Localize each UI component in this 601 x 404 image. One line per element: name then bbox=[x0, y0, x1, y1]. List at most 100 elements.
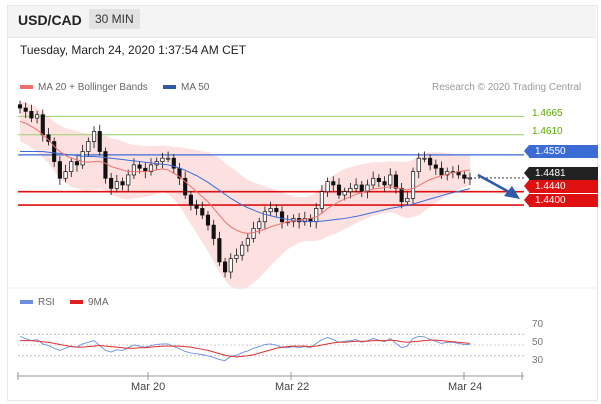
candle-body bbox=[109, 177, 114, 189]
x-label-mar24: Mar 24 bbox=[448, 381, 483, 393]
legend-rsi-label: RSI bbox=[38, 297, 55, 308]
candle bbox=[57, 156, 62, 185]
candle-body bbox=[365, 184, 370, 193]
legend-ma50: MA 50 bbox=[163, 82, 209, 93]
candle-body bbox=[433, 164, 438, 169]
candle-body bbox=[422, 157, 427, 160]
candle bbox=[114, 174, 119, 193]
legend-ma20: MA 20 + Bollinger Bands bbox=[20, 82, 148, 93]
x-axis bbox=[8, 287, 596, 380]
candle bbox=[91, 126, 97, 149]
candle bbox=[120, 177, 125, 191]
rsi-ma9-line bbox=[20, 339, 471, 358]
candle-body bbox=[211, 224, 216, 239]
candle bbox=[17, 100, 23, 114]
candle-body bbox=[200, 208, 205, 216]
candle-body bbox=[114, 181, 119, 189]
candle-body bbox=[405, 198, 410, 203]
rsi-level-70: 70 bbox=[532, 319, 544, 330]
candle-body bbox=[393, 174, 399, 189]
candle-body bbox=[69, 161, 74, 172]
timeframe-badge[interactable]: 30 MIN bbox=[89, 9, 140, 29]
candle bbox=[467, 172, 473, 185]
candle-body bbox=[171, 157, 176, 169]
candle bbox=[234, 248, 239, 263]
candle bbox=[103, 147, 108, 184]
candle-body bbox=[268, 208, 273, 213]
candle-body bbox=[410, 171, 416, 199]
candle bbox=[23, 102, 28, 119]
candle bbox=[279, 206, 285, 229]
candle bbox=[97, 124, 102, 156]
candle-body bbox=[382, 181, 387, 186]
candle-body bbox=[120, 181, 125, 186]
candle-body bbox=[228, 258, 233, 273]
level-label-r1: 1.4610 bbox=[532, 126, 563, 137]
moving-averages bbox=[19, 120, 471, 234]
credit-text: Research © 2020 Trading Central bbox=[432, 82, 582, 93]
arrow-shaft bbox=[477, 173, 512, 195]
candle bbox=[268, 201, 273, 216]
candle-body bbox=[160, 157, 165, 162]
level-tag-last: 1.4481 bbox=[524, 167, 598, 180]
candle bbox=[388, 168, 393, 189]
candle bbox=[274, 204, 279, 218]
candle-body bbox=[467, 177, 473, 180]
ma20-swatch bbox=[20, 85, 33, 90]
candle-body bbox=[183, 177, 188, 196]
candle bbox=[410, 167, 416, 204]
candle bbox=[399, 182, 404, 209]
candle-body bbox=[325, 181, 330, 193]
candle bbox=[126, 169, 131, 192]
candle bbox=[183, 171, 188, 200]
candle-body bbox=[462, 174, 467, 179]
candle bbox=[433, 159, 438, 175]
candle bbox=[325, 177, 330, 198]
rsi-line bbox=[19, 335, 470, 362]
candle bbox=[80, 144, 85, 169]
candle bbox=[211, 219, 216, 246]
candle bbox=[223, 257, 228, 278]
candle-body bbox=[245, 238, 250, 246]
candle-body bbox=[188, 194, 193, 206]
candle bbox=[393, 170, 399, 194]
candle-body bbox=[131, 164, 136, 176]
candle bbox=[428, 154, 433, 171]
candle bbox=[217, 231, 222, 266]
rsi-panel bbox=[18, 333, 524, 362]
rsi-level-50: 50 bbox=[532, 337, 544, 348]
candle bbox=[86, 137, 91, 157]
candle-body bbox=[80, 151, 85, 166]
candle-body bbox=[217, 238, 222, 263]
candle-body bbox=[148, 164, 154, 172]
candle-body bbox=[279, 211, 285, 223]
candle-body bbox=[336, 184, 342, 196]
candle-body bbox=[234, 254, 239, 259]
candle bbox=[348, 182, 353, 199]
candle-body bbox=[97, 131, 102, 152]
candle-body bbox=[354, 184, 359, 189]
arrow-head bbox=[504, 186, 520, 199]
candle-body bbox=[137, 164, 142, 169]
candle bbox=[63, 164, 68, 183]
candle-body bbox=[57, 161, 62, 179]
candle-body bbox=[17, 104, 23, 109]
x-label-mar22: Mar 22 bbox=[275, 381, 310, 393]
candle bbox=[416, 152, 421, 179]
candle-body bbox=[371, 177, 376, 186]
candle bbox=[354, 178, 359, 193]
candle bbox=[35, 110, 40, 124]
candle-body bbox=[86, 141, 91, 152]
candle-body bbox=[240, 244, 245, 256]
candle-body bbox=[416, 157, 421, 172]
candle-body bbox=[262, 211, 267, 223]
candle bbox=[462, 170, 467, 184]
candle bbox=[74, 156, 80, 172]
ma50-line bbox=[20, 151, 471, 222]
candle-body bbox=[91, 131, 97, 142]
candle bbox=[205, 211, 211, 231]
candle-body bbox=[348, 187, 353, 193]
candle-body bbox=[331, 181, 336, 186]
candle bbox=[200, 201, 205, 220]
